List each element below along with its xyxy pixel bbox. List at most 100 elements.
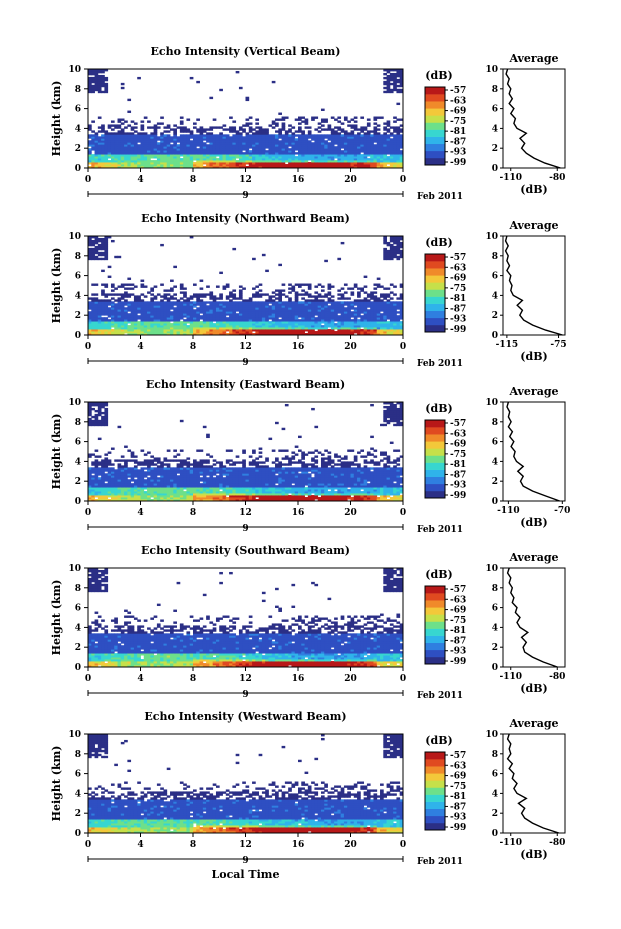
colorbar-band [425, 261, 445, 269]
panel-title: Echo Intensity (Northward Beam) [141, 212, 350, 225]
colorbar-band [425, 115, 445, 123]
average-profile: Average 0 2 4 6 8 10 -115 -75(dB) [485, 219, 566, 363]
colorbar-tick-label: -99 [450, 823, 466, 833]
average-title: Average [508, 551, 558, 564]
average-y-tick-label: 6 [492, 272, 498, 282]
y-tick-label: 6 [75, 604, 81, 614]
y-tick-label: 4 [75, 789, 81, 799]
colorbar-band [425, 87, 445, 95]
x-tick-label: 16 [292, 342, 305, 352]
x-tick-label: 8 [190, 840, 196, 850]
x-tick-label: 8 [190, 508, 196, 518]
colorbar-tick-label: -87 [450, 137, 466, 147]
colorbar-tick-label: -81 [450, 792, 466, 802]
colorbar-band [425, 621, 445, 629]
x-tick-label: 12 [239, 508, 252, 518]
y-tick-label: 2 [75, 643, 81, 653]
y-tick-label: 4 [75, 623, 81, 633]
colorbar-band [425, 136, 445, 145]
average-x-tick-label: -110 [499, 838, 522, 848]
average-title: Average [508, 52, 558, 65]
average-x-label: (dB) [520, 350, 547, 363]
y-tick-label: 4 [75, 124, 81, 134]
y-axis-label: Height (km) [50, 580, 63, 656]
colorbar-tick-label: -57 [450, 419, 466, 429]
colorbar-band [425, 628, 445, 636]
y-tick-label: 8 [75, 418, 81, 428]
colorbar-tick-label: -63 [450, 429, 466, 439]
panel-title: Echo Intensity (Southward Beam) [141, 544, 350, 557]
panel-title: Echo Intensity (Westward Beam) [144, 710, 346, 723]
colorbar-band [425, 434, 445, 442]
average-y-tick-label: 0 [492, 164, 498, 174]
average-x-label: (dB) [520, 183, 547, 196]
colorbar-band [425, 427, 445, 435]
colorbar-frame [424, 419, 446, 499]
date-label: Feb 2011 [417, 192, 463, 202]
colorbar-band [425, 268, 445, 276]
colorbar-tick-label: -69 [450, 772, 466, 782]
x-tick-label: 0 [400, 840, 406, 850]
colorbar-frame [424, 253, 446, 333]
y-tick-label: 10 [68, 564, 81, 574]
y-axis-label: Height (km) [50, 414, 63, 490]
date-label: Feb 2011 [417, 691, 463, 701]
colorbar-band [425, 455, 445, 463]
average-x-tick-label: -115 [496, 340, 519, 350]
average-frame [502, 567, 566, 668]
y-tick-label: 10 [68, 65, 81, 75]
colorbar-band [425, 593, 445, 601]
colorbar-tick-label: -87 [450, 304, 466, 314]
colorbar-tick-label: -69 [450, 274, 466, 284]
y-tick-label: 8 [75, 85, 81, 95]
day-marker: 9 [242, 690, 248, 700]
x-tick-label: 20 [344, 840, 357, 850]
colorbar-band [425, 157, 445, 166]
average-profile: Average 0 2 4 6 8 10 -110 -70 (dB) [485, 385, 570, 529]
colorbar-band [425, 766, 445, 774]
y-tick-label: 0 [75, 331, 81, 341]
date-label: Feb 2011 [417, 359, 463, 369]
colorbar-band [425, 310, 445, 319]
colorbar: -57-63-69-75-81-87-93-99 [424, 585, 466, 667]
colorbar-band [425, 254, 445, 262]
x-tick-label: 8 [190, 342, 196, 352]
average-x-label: (dB) [520, 516, 547, 529]
colorbar-tick-label: -81 [450, 626, 466, 636]
y-tick-label: 10 [68, 232, 81, 242]
heatmap-cells [88, 236, 404, 336]
x-tick-label: 20 [344, 342, 357, 352]
date-label: Feb 2011 [417, 857, 463, 867]
average-y-tick-label: 4 [492, 291, 498, 301]
colorbar-band [425, 275, 445, 283]
average-line [506, 567, 558, 668]
average-y-tick-label: 6 [492, 438, 498, 448]
colorbar-tick-label: -93 [450, 481, 466, 491]
average-line [506, 733, 560, 834]
y-tick-label: 10 [68, 398, 81, 408]
colorbar-band [425, 483, 445, 492]
y-tick-label: 0 [75, 829, 81, 839]
average-x-tick-label: -80 [549, 173, 565, 183]
colorbar-band [425, 649, 445, 658]
colorbar-band [425, 752, 445, 760]
average-x-tick-label: -110 [497, 506, 520, 516]
y-tick-label: 6 [75, 272, 81, 282]
date-label: Feb 2011 [417, 525, 463, 535]
average-x-tick-label: -70 [554, 506, 570, 516]
x-tick-label: 12 [239, 342, 252, 352]
average-frame [502, 68, 566, 169]
colorbar-band [425, 94, 445, 102]
x-tick-label: 0 [85, 342, 91, 352]
colorbar-band [425, 129, 445, 137]
x-tick-label: 0 [400, 508, 406, 518]
average-y-tick-label: 10 [485, 232, 498, 242]
colorbar-tick-label: -87 [450, 802, 466, 812]
average-y-tick-label: 4 [492, 457, 498, 467]
colorbar-tick-label: -93 [450, 813, 466, 823]
colorbar-band [425, 420, 445, 428]
colorbar: -57-63-69-75-81-87-93-99 [424, 253, 466, 335]
panel-4: Echo Intensity (Westward Beam) 0 2 4 6 8 10 Hei… [50, 710, 566, 867]
colorbar-band [425, 289, 445, 297]
colorbar-tick-label: -81 [450, 294, 466, 304]
